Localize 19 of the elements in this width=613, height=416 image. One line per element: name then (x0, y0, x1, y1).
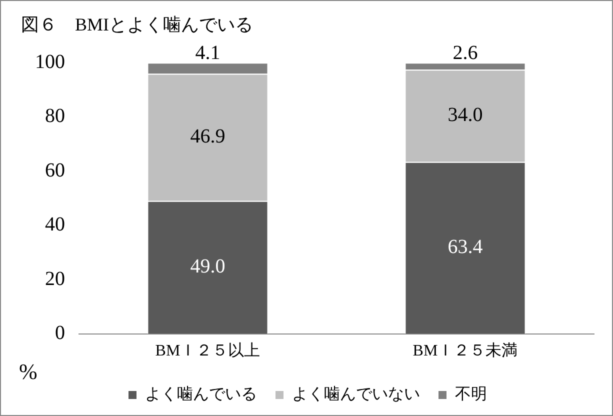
x-tick-label: BMＩ２５未満 (412, 342, 518, 360)
x-tick-label: BMＩ２５以上 (155, 342, 260, 360)
data-label: 4.1 (195, 42, 220, 64)
data-label: 2.6 (452, 42, 478, 64)
y-tick-label: 40 (45, 214, 65, 236)
y-tick-label: 20 (45, 268, 65, 290)
data-label: 34.0 (448, 104, 483, 126)
data-label: 63.4 (448, 236, 483, 258)
legend-label: 不明 (455, 386, 487, 404)
y-tick-label: 80 (45, 105, 65, 128)
y-tick-label: 60 (45, 159, 65, 182)
chart-title: 図６ BMIとよく噛んでいる (21, 14, 254, 35)
y-axis-title: % (19, 358, 38, 384)
legend-label: よく噛んでいる (145, 385, 257, 404)
data-label: 46.9 (190, 126, 226, 148)
y-tick-label: 100 (35, 50, 65, 73)
legend-label: よく噛んでいない (292, 385, 420, 404)
y-tick-label: 0 (55, 322, 65, 344)
data-label: 49.0 (190, 256, 226, 278)
